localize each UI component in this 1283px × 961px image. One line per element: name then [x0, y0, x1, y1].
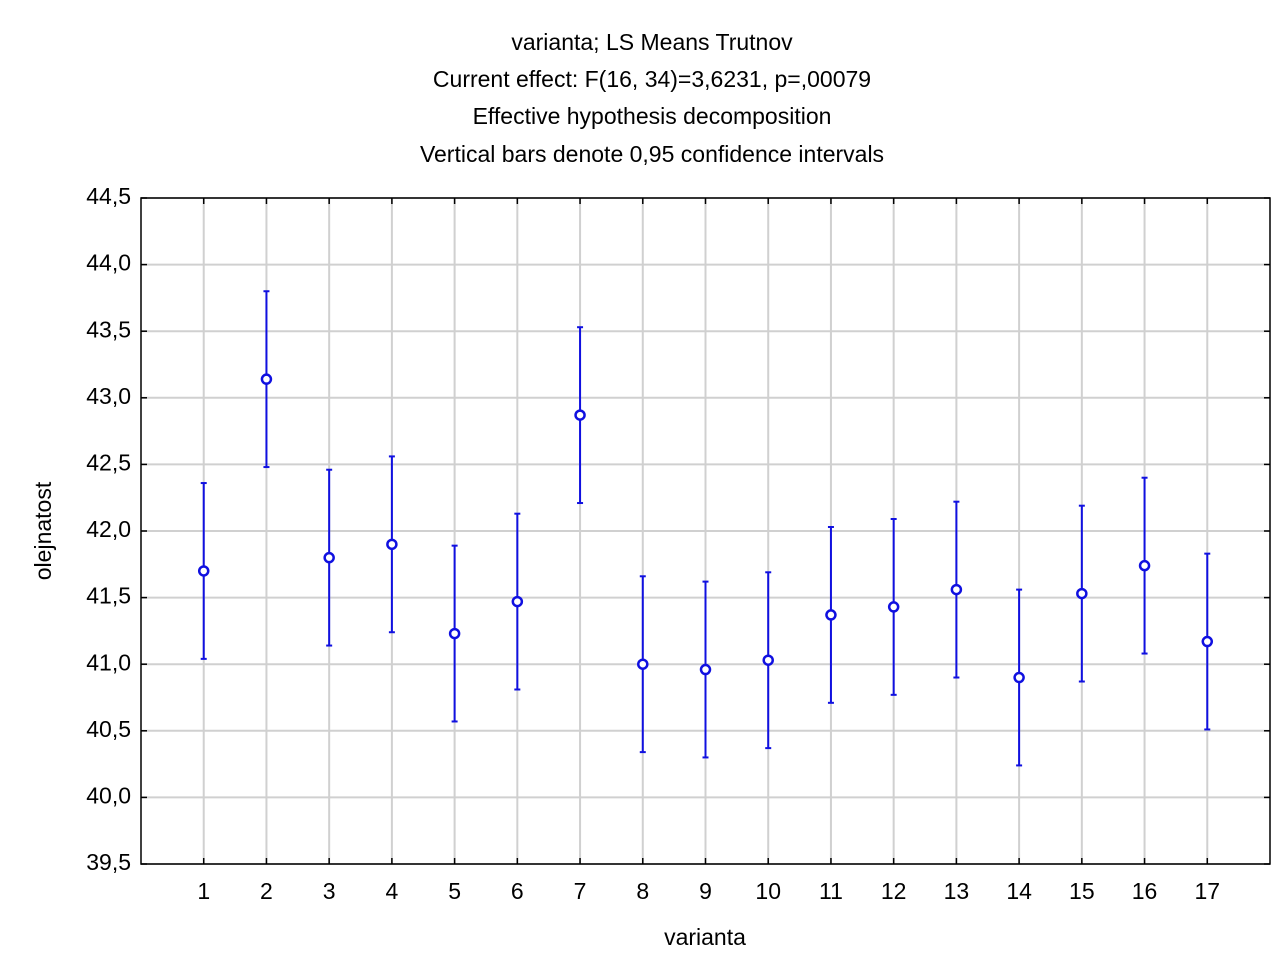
x-tick-label: 11 — [819, 878, 843, 904]
mean-marker — [1201, 635, 1214, 648]
mean-marker — [762, 654, 774, 666]
chart-subtitle: Current effect: F(16, 34)=3,6231, p=,000… — [433, 66, 871, 92]
y-tick-label: 41,5 — [86, 583, 131, 609]
mean-marker — [574, 409, 586, 421]
y-tick-label: 44,0 — [86, 250, 131, 276]
mean-marker — [1013, 671, 1025, 684]
x-tick-label: 3 — [323, 878, 336, 904]
mean-marker — [260, 373, 273, 385]
y-tick-label: 39,5 — [86, 849, 131, 875]
mean-marker — [887, 601, 900, 613]
x-tick-label: 2 — [260, 878, 273, 904]
x-tick-label: 15 — [1069, 878, 1095, 904]
mean-marker — [448, 627, 461, 640]
mean-marker — [699, 663, 712, 676]
y-tick-label: 40,0 — [86, 782, 131, 808]
mean-marker — [197, 565, 210, 577]
x-tick-label: 13 — [944, 878, 970, 904]
x-tick-label: 9 — [699, 878, 712, 904]
plot-frame — [140, 197, 1271, 865]
mean-marker — [386, 538, 398, 551]
mean-marker — [825, 609, 837, 621]
y-tick-label: 41,0 — [86, 649, 131, 675]
chart-subtitle: Vertical bars denote 0,95 confidence int… — [420, 141, 884, 167]
mean-marker — [637, 658, 649, 670]
y-tick-label: 42,5 — [86, 449, 131, 475]
y-tick-label: 44,5 — [86, 183, 131, 209]
mean-marker — [1138, 559, 1151, 572]
x-tick-label: 4 — [385, 878, 398, 904]
mean-marker — [1076, 587, 1088, 600]
y-tick-label: 40,5 — [86, 716, 131, 742]
x-tick-label: 16 — [1132, 878, 1158, 904]
chart-subtitle: Effective hypothesis decomposition — [473, 103, 832, 129]
y-tick-label: 42,0 — [86, 516, 131, 542]
x-tick-label: 1 — [197, 878, 210, 904]
y-tick-label: 43,0 — [86, 383, 131, 409]
mean-marker — [511, 595, 524, 608]
x-tick-label: 8 — [636, 878, 649, 904]
x-tick-label: 17 — [1194, 878, 1220, 904]
x-tick-label: 12 — [881, 878, 907, 904]
y-axis-label: olejnatost — [30, 481, 56, 580]
y-tick-label: 43,5 — [86, 316, 131, 342]
x-axis-label: varianta — [664, 924, 746, 950]
x-tick-label: 6 — [511, 878, 524, 904]
x-tick-label: 10 — [755, 878, 781, 904]
chart-title: varianta; LS Means Trutnov — [511, 29, 793, 55]
mean-marker — [950, 583, 963, 596]
x-tick-label: 5 — [448, 878, 461, 904]
x-tick-label: 14 — [1006, 878, 1032, 904]
x-tick-label: 7 — [574, 878, 587, 904]
mean-marker — [323, 551, 335, 564]
